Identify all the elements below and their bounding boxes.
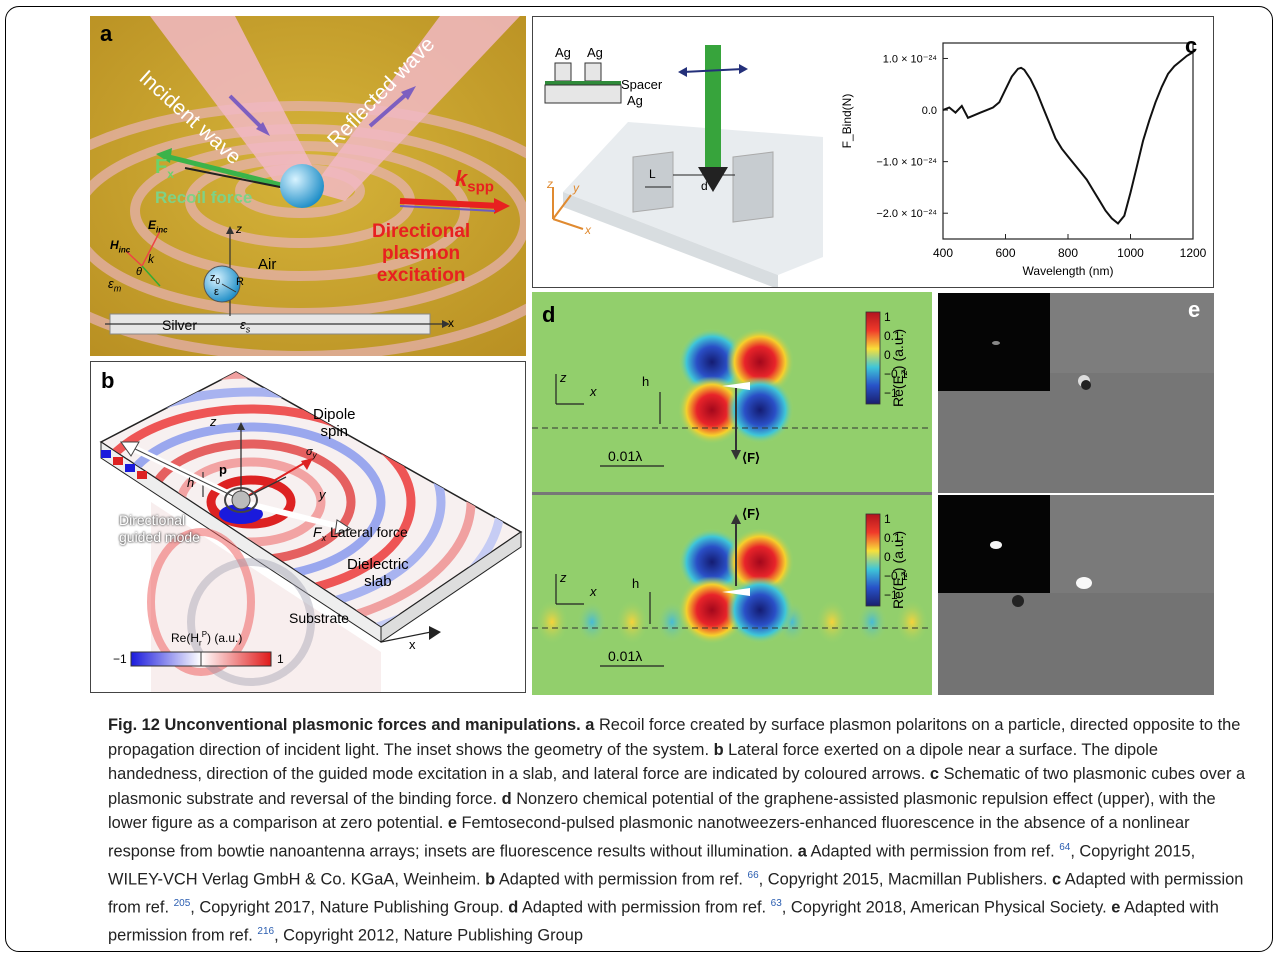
y-tick-label: 0.0 — [922, 105, 937, 117]
x-tick-label: 400 — [933, 246, 953, 260]
theta-label: θ — [136, 266, 142, 278]
d-label: d — [701, 179, 708, 193]
einc-label: Einc — [148, 218, 168, 235]
L-label: L — [649, 167, 656, 181]
kspp-label: kspp — [455, 166, 494, 196]
x-tick-label: 800 — [1058, 246, 1078, 260]
x-axis-label: x — [409, 637, 416, 652]
binding-force-line — [942, 51, 1194, 225]
p-label: p — [219, 462, 227, 477]
scale-label-upper: 0.01λ — [608, 448, 643, 464]
binding-force-chart: 400 600 800 1000 1200 1.0 × 10⁻²⁴ 0.0 −1.0 × 10… — [840, 42, 1207, 278]
caption-title: Fig. 12 Unconventional plasmonic forces … — [108, 716, 581, 734]
y-tick-label: −1.0 × 10⁻²⁴ — [876, 157, 937, 169]
fx-label: Fx — [155, 156, 174, 181]
h-label: h — [187, 475, 195, 490]
radius-label: R — [236, 276, 244, 288]
air-label: Air — [258, 256, 277, 273]
h-label-upper: h — [642, 374, 650, 389]
dielectric-slab-label: Dielectric slab — [347, 556, 409, 590]
z-axis-label: z — [210, 414, 217, 429]
z-axis-label-lower: z — [560, 570, 567, 585]
panel-d-field-maps — [532, 292, 932, 695]
x-axis-label-upper: x — [590, 384, 597, 399]
panel-d-label: d — [542, 302, 556, 327]
panel-c-schematic — [544, 45, 823, 287]
panel-a-illustration — [90, 16, 526, 356]
reference-link[interactable]: 205 — [173, 898, 191, 910]
panel-b-label: b — [101, 368, 115, 393]
directional-guided-mode-label: Directional guided mode — [119, 512, 200, 545]
colorbar-ticks-upper: 1 0.1 0 −0.1 −1 — [884, 310, 908, 400]
reference-link[interactable]: 216 — [257, 926, 275, 938]
h-label-lower: h — [632, 576, 640, 591]
x-axis-label: x — [448, 316, 454, 330]
em-label: εm — [108, 276, 122, 294]
chart-frame — [942, 42, 1194, 240]
figure-frame — [5, 6, 1273, 952]
panel-b: b z Dipole spin σy p h y Fx Lateral force… — [90, 361, 526, 693]
panel-e-label: e — [1188, 297, 1201, 322]
hinc-label: Hinc — [110, 238, 131, 255]
z-axis-label: z — [236, 222, 242, 236]
y-tick-label: −2.0 × 10⁻²⁴ — [876, 208, 937, 220]
dipole-spin-label: Dipole spin — [313, 406, 356, 440]
directional-plasmon-label: Directional plasmon excitation — [372, 221, 471, 286]
x-tick-label: 1000 — [1117, 246, 1144, 260]
y-axis-label: y — [319, 487, 326, 502]
spacer-label: Spacer — [621, 77, 663, 92]
sigma-label: σy — [306, 446, 317, 461]
panel-c-label: c — [1185, 33, 1198, 58]
y-axis-label: y — [573, 181, 579, 195]
z-axis-label: z — [547, 177, 553, 191]
lateral-force-label: Fx Lateral force — [313, 524, 408, 543]
colorbar-max: 1 — [277, 652, 284, 666]
ag-label-2: Ag — [587, 45, 603, 60]
eps-label: ε — [214, 286, 219, 298]
recoil-force-label: Recoil force — [155, 188, 253, 207]
silver-label: Silver — [162, 317, 198, 333]
x-tick-label: 1200 — [1180, 246, 1207, 260]
colorbar-ticks-lower: 1 0.1 0 −0.1 −1 — [884, 512, 908, 602]
force-label-upper: ⟨F⟩ — [742, 450, 761, 465]
colorbar-min: −1 — [113, 652, 127, 666]
x-axis-label-lower: x — [590, 584, 597, 599]
ag-label-1: Ag — [555, 45, 571, 60]
panel-c: Ag Ag Spacer Ag L d z y x 400 600 800 1000 1… — [532, 16, 1214, 288]
figure-caption: Fig. 12 Unconventional plasmonic forces … — [108, 716, 1246, 945]
force-label-lower: ⟨F⟩ — [742, 506, 761, 521]
ag-base-label: Ag — [627, 93, 643, 108]
z0-label: z0 — [210, 272, 220, 287]
scale-label-lower: 0.01λ — [608, 648, 643, 664]
panel-d: d z x h ⟨F⟩ 0.01λ Re(Ez) (a.u.) 1 0.1 0 −0.… — [532, 292, 932, 695]
panel-a: a Incident wave Reflected wave Fx Recoil… — [90, 16, 526, 356]
es-label: εs — [240, 317, 251, 335]
panel-e-fluorescence-images — [938, 293, 1214, 695]
k-label: k — [148, 252, 154, 266]
reference-link[interactable]: 66 — [747, 870, 759, 882]
panel-b-illustration — [99, 371, 523, 692]
y-tick-label: 1.0 × 10⁻²⁴ — [883, 53, 938, 65]
reference-link[interactable]: 64 — [1059, 841, 1071, 853]
panel-a-label: a — [100, 21, 113, 46]
z-axis-label-upper: z — [560, 370, 567, 385]
x-axis-title: Wavelength (nm) — [1023, 264, 1114, 278]
colorbar-title: Re(HrP) (a.u.) — [171, 630, 243, 648]
reference-link[interactable]: 63 — [770, 898, 782, 910]
substrate-label: Substrate — [289, 610, 349, 626]
panel-e: e — [938, 293, 1214, 695]
x-tick-label: 600 — [995, 246, 1015, 260]
x-axis-label: x — [585, 223, 591, 237]
y-axis-title: F_Bind(N) — [840, 94, 854, 149]
